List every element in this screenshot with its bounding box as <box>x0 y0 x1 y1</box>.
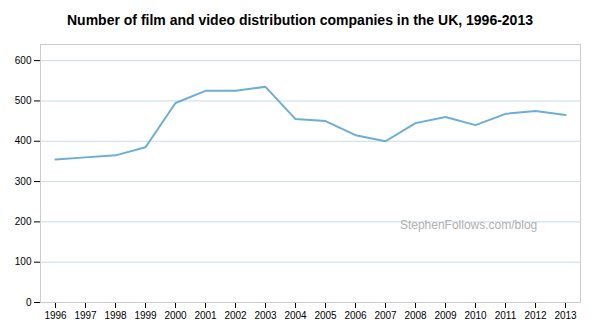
svg-text:2005: 2005 <box>314 310 337 321</box>
svg-text:2009: 2009 <box>434 310 457 321</box>
svg-text:100: 100 <box>15 256 32 267</box>
svg-text:1998: 1998 <box>104 310 127 321</box>
svg-text:400: 400 <box>15 135 32 146</box>
svg-text:500: 500 <box>15 95 32 106</box>
svg-text:StephenFollows.com/blog: StephenFollows.com/blog <box>400 218 537 232</box>
svg-text:2011: 2011 <box>495 310 517 321</box>
svg-text:2002: 2002 <box>224 310 247 321</box>
svg-text:1997: 1997 <box>74 310 97 321</box>
svg-text:300: 300 <box>15 176 32 187</box>
html-text:Number of film and video distr: Number of film and video distribution co… <box>67 12 533 28</box>
svg-text:2012: 2012 <box>524 310 547 321</box>
svg-text:1996: 1996 <box>44 310 67 321</box>
svg-text:2006: 2006 <box>344 310 367 321</box>
svg-text:2010: 2010 <box>464 310 487 321</box>
svg-text:2000: 2000 <box>164 310 187 321</box>
svg-text:0: 0 <box>26 297 32 308</box>
svg-text:2013: 2013 <box>554 310 577 321</box>
svg-text:600: 600 <box>15 55 32 66</box>
svg-text:2003: 2003 <box>254 310 277 321</box>
svg-text:1999: 1999 <box>134 310 157 321</box>
svg-text:2008: 2008 <box>404 310 427 321</box>
svg-text:2004: 2004 <box>284 310 307 321</box>
svg-text:2001: 2001 <box>194 310 217 321</box>
svg-text:200: 200 <box>15 216 32 227</box>
svg-text:2007: 2007 <box>374 310 397 321</box>
